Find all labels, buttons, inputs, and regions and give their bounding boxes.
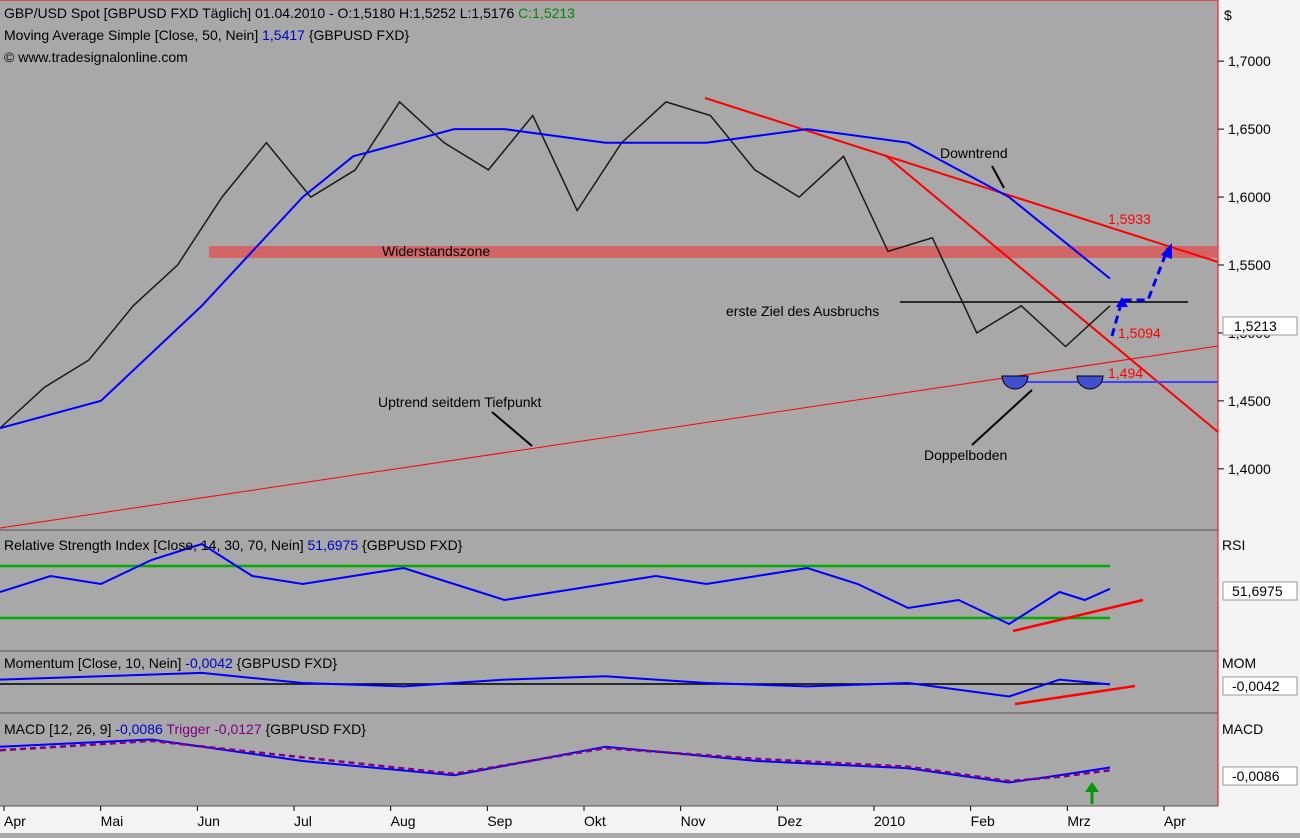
momentum-legend: Momentum [Close, 10, Nein] -0,0042 {GBPU… bbox=[4, 655, 337, 671]
copyright-label: © www.tradesignalonline.com bbox=[4, 49, 188, 65]
price-series bbox=[0, 100, 1111, 429]
rsi-legend: Relative Strength Index [Close, 14, 30, … bbox=[4, 537, 463, 553]
momentum-axis-label: MOM bbox=[1222, 655, 1256, 671]
close-value: C:1,5213 bbox=[518, 5, 575, 21]
x-tick-label: Sep bbox=[487, 813, 512, 829]
y-tick-label: 1,7000 bbox=[1228, 53, 1271, 69]
momentum-divergence-line bbox=[1014, 684, 1136, 706]
momentum-value-box bbox=[1222, 676, 1298, 696]
x-tick-label: Dez bbox=[777, 813, 802, 829]
rsi-value-box bbox=[1222, 581, 1298, 601]
y-tick-label: 1,4000 bbox=[1228, 461, 1271, 477]
x-tick-label: Jun bbox=[197, 813, 220, 829]
x-tick-label: Apr bbox=[1164, 813, 1186, 829]
macd-value: -0,0086 bbox=[115, 721, 163, 737]
forecast-arrowhead bbox=[1161, 243, 1172, 259]
y-tick-label: 1,6000 bbox=[1228, 189, 1271, 205]
ma-suffix: {GBPUSD FXD} bbox=[305, 27, 410, 43]
macd-axis-label: MACD bbox=[1222, 721, 1263, 737]
target-label: erste Ziel des Ausbruchs bbox=[726, 303, 879, 319]
resistance-zone-label: Widerstandszone bbox=[382, 243, 490, 259]
rsi-suffix: {GBPUSD FXD} bbox=[358, 537, 463, 553]
level-2-label: 1,5094 bbox=[1118, 325, 1161, 341]
buy-signal-arrowhead bbox=[1085, 782, 1099, 792]
moving-average-legend: Moving Average Simple [Close, 50, Nein] … bbox=[4, 27, 410, 43]
moving-average-series bbox=[0, 128, 1111, 430]
current-price-label: 1,5213 bbox=[1234, 318, 1277, 334]
macd-value-box bbox=[1222, 766, 1298, 786]
x-tick-label: Okt bbox=[584, 813, 606, 829]
momentum-series bbox=[0, 671, 1111, 698]
double-bottom-left bbox=[1001, 375, 1029, 390]
level-1-label: 1,5933 bbox=[1108, 211, 1151, 227]
trigger-series bbox=[0, 739, 1111, 783]
macd-legend: MACD [12, 26, 9] -0,0086 Trigger -0,0127… bbox=[4, 721, 366, 737]
momentum-value-label: -0,0042 bbox=[1232, 678, 1280, 694]
x-tick-label: Jul bbox=[294, 813, 312, 829]
macd-value-label: -0,0086 bbox=[1232, 768, 1280, 784]
current-price-box bbox=[1222, 316, 1298, 336]
trigger-text: Trigger -0,0127 bbox=[166, 721, 261, 737]
uptrend-pointer bbox=[491, 411, 533, 447]
rsi-value: 51,6975 bbox=[308, 537, 359, 553]
y-tick-label: 1,4500 bbox=[1228, 393, 1271, 409]
rsi-series bbox=[0, 542, 1111, 626]
downtrend-pointer bbox=[991, 165, 1005, 189]
title-label: GBP/USD Spot [GBPUSD FXD Täglich] 01.04.… bbox=[4, 5, 575, 21]
rsi-prefix: Relative Strength Index [Close, 14, 30, … bbox=[4, 537, 308, 553]
title-prefix: GBP/USD Spot [GBPUSD FXD Täglich] 01.04.… bbox=[4, 5, 518, 21]
currency-label: $ bbox=[1224, 7, 1232, 23]
right-axis-panel bbox=[1218, 0, 1300, 806]
downtrend-line bbox=[704, 97, 1219, 263]
downtrend-label: Downtrend bbox=[940, 145, 1008, 161]
double-bottom-pointer bbox=[971, 389, 1033, 446]
y-tick-label: 1,5500 bbox=[1228, 257, 1271, 273]
y-tick-label: 1,6500 bbox=[1228, 121, 1271, 137]
macd-prefix: MACD [12, 26, 9] bbox=[4, 721, 115, 737]
rsi-divergence-line bbox=[1012, 598, 1144, 633]
mom-value: -0,0042 bbox=[185, 655, 233, 671]
double-bottom-label: Doppelboden bbox=[924, 447, 1007, 463]
forecast-arrow bbox=[1110, 247, 1170, 337]
x-tick-label: Nov bbox=[681, 813, 706, 829]
x-tick-label: 2010 bbox=[874, 813, 905, 829]
x-tick-label: Mai bbox=[101, 813, 124, 829]
mom-suffix: {GBPUSD FXD} bbox=[233, 655, 338, 671]
rsi-value-label: 51,6975 bbox=[1232, 583, 1283, 599]
mom-prefix: Momentum [Close, 10, Nein] bbox=[4, 655, 185, 671]
x-tick-label: Feb bbox=[971, 813, 995, 829]
uptrend-label: Uptrend seitdem Tiefpunkt bbox=[378, 394, 542, 410]
ma-value: 1,5417 bbox=[262, 27, 305, 43]
x-tick-label: Apr bbox=[4, 813, 26, 829]
rsi-axis-label: RSI bbox=[1222, 537, 1245, 553]
double-bottom-right bbox=[1076, 375, 1104, 390]
resistance-zone bbox=[209, 246, 1217, 258]
ma-prefix: Moving Average Simple [Close, 50, Nein] bbox=[4, 27, 262, 43]
macd-suffix: {GBPUSD FXD} bbox=[262, 721, 367, 737]
level-3-label: 1,494 bbox=[1108, 365, 1143, 381]
x-tick-label: Mrz bbox=[1067, 813, 1090, 829]
short-downtrend-line bbox=[884, 154, 1219, 433]
bottom-axis-panel bbox=[0, 806, 1300, 833]
x-axis-ticks: Apr Mai Jun Jul Aug Sep Okt Nov Dez 2010 Feb Mrz Apr bbox=[3, 806, 1186, 829]
forecast-arrowhead bbox=[1116, 297, 1128, 307]
trigger-value: Trigger -0,0127 bbox=[163, 721, 262, 737]
x-tick-label: Aug bbox=[391, 813, 416, 829]
